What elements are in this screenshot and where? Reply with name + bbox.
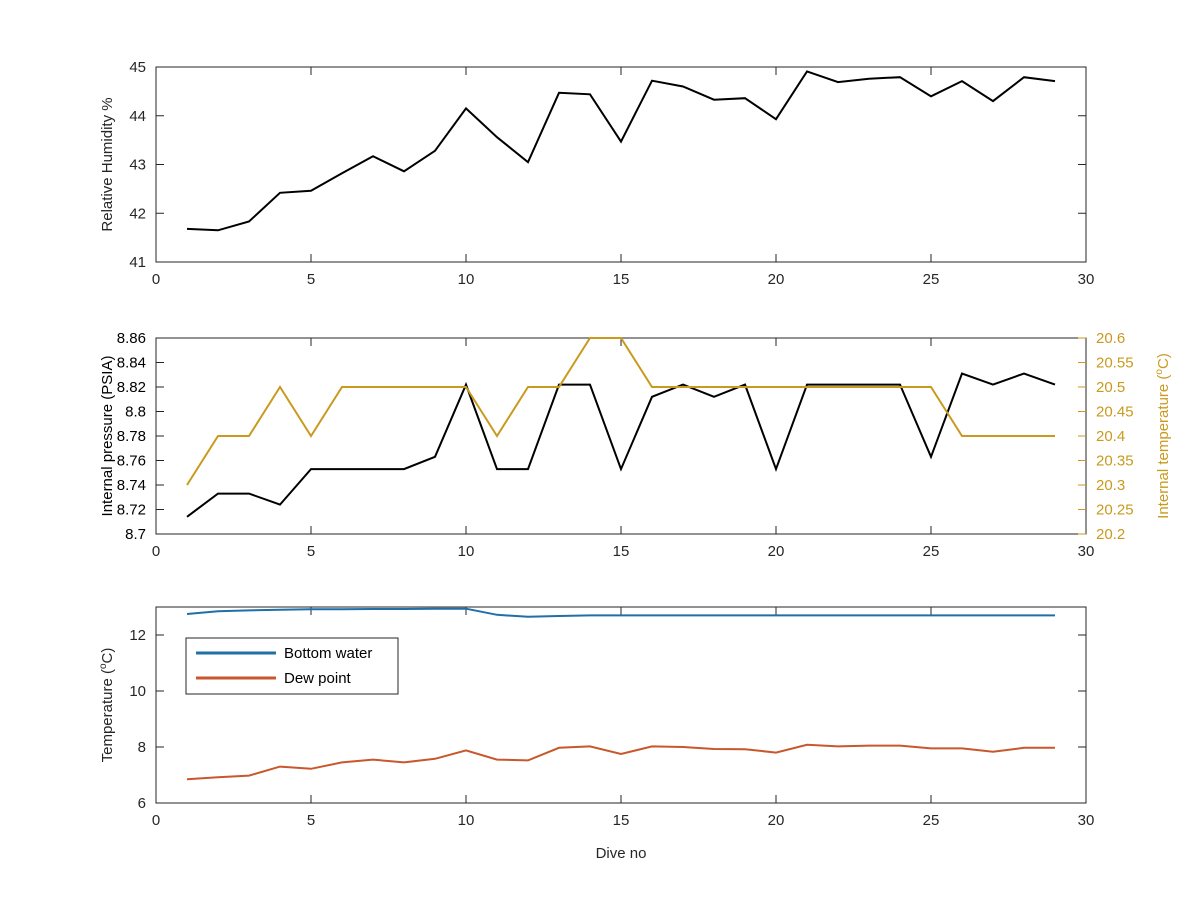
y-tick-label: 8 bbox=[138, 739, 146, 756]
y-tick-label: 8.84 bbox=[117, 355, 146, 372]
series-line-bottom-water bbox=[186, 607, 1055, 618]
y-tick-label: 8.76 bbox=[117, 453, 146, 470]
y-right-tick-label: 20.55 bbox=[1096, 355, 1134, 372]
plot-area-frame bbox=[155, 606, 1087, 804]
y-right-tick-label: 20.25 bbox=[1096, 502, 1134, 519]
subplot-1: 0 5 10 15 20 25 30 41 42 43 44 45 bbox=[129, 59, 1094, 288]
y-right-tick-label: 20.6 bbox=[1096, 330, 1125, 347]
plot-area-frame bbox=[155, 337, 1087, 535]
x-tick-label: 15 bbox=[613, 812, 630, 829]
y-axis-label: Internal pressure (PSIA) bbox=[99, 356, 116, 517]
x-tick-label: 10 bbox=[458, 271, 475, 288]
y-tick-label: 8.86 bbox=[117, 330, 146, 347]
legend-label: Dew point bbox=[284, 670, 352, 687]
x-tick-label: 15 bbox=[613, 543, 630, 560]
series-line-dew-point bbox=[186, 743, 1055, 781]
legend-label: Bottom water bbox=[284, 645, 372, 662]
x-tick-label: 10 bbox=[458, 812, 475, 829]
x-tick-label: 25 bbox=[923, 271, 940, 288]
series-line-left-0 bbox=[186, 372, 1056, 518]
x-tick-label: 30 bbox=[1078, 812, 1095, 829]
y-tick-label: 12 bbox=[129, 627, 146, 644]
legend-box bbox=[185, 637, 399, 695]
y-tick-label: 6 bbox=[138, 795, 146, 812]
x-tick-label: 5 bbox=[307, 271, 315, 288]
x-tick-label: 5 bbox=[307, 543, 315, 560]
x-tick-label: 20 bbox=[768, 812, 785, 829]
x-axis-label: Dive no bbox=[596, 845, 647, 862]
series-line-left-0 bbox=[186, 70, 1056, 232]
y-tick-label: 45 bbox=[129, 59, 146, 76]
x-tick-label: 0 bbox=[152, 543, 160, 560]
y-right-tick-label: 20.2 bbox=[1096, 526, 1125, 543]
x-tick-label: 20 bbox=[768, 271, 785, 288]
x-tick-label: 25 bbox=[923, 812, 940, 829]
y-tick-label: 42 bbox=[129, 205, 146, 222]
y-axis-label: Relative Humidity % bbox=[99, 97, 116, 231]
y-axis-label: Temperature (oC) bbox=[98, 648, 116, 763]
subplot-2: 0 5 10 15 20 25 30 8.7 8.72 8.74 8.76 8.78 8.8 8.82 8.… bbox=[117, 330, 1134, 560]
y-right-tick-label: 20.4 bbox=[1096, 428, 1125, 445]
x-tick-label: 0 bbox=[152, 271, 160, 288]
plot-area-frame bbox=[155, 66, 1087, 263]
y-tick-label: 8.74 bbox=[117, 477, 146, 494]
y-right-axis-label: Internal temperature (oC) bbox=[1154, 353, 1172, 519]
y-tick-label: 41 bbox=[129, 254, 146, 271]
y-right-tick-label: 20.5 bbox=[1096, 379, 1125, 396]
y-right-tick-label: 20.45 bbox=[1096, 404, 1134, 421]
x-tick-label: 25 bbox=[923, 543, 940, 560]
y-tick-label: 8.7 bbox=[125, 526, 146, 543]
y-tick-label: 10 bbox=[129, 683, 146, 700]
x-tick-label: 30 bbox=[1078, 543, 1095, 560]
x-tick-label: 10 bbox=[458, 543, 475, 560]
y-tick-label: 44 bbox=[129, 108, 146, 125]
y-tick-label: 8.82 bbox=[117, 379, 146, 396]
x-tick-label: 0 bbox=[152, 812, 160, 829]
y-tick-label: 8.8 bbox=[125, 404, 146, 421]
x-tick-label: 15 bbox=[613, 271, 630, 288]
x-tick-label: 30 bbox=[1078, 271, 1095, 288]
y-tick-label: 8.78 bbox=[117, 428, 146, 445]
y-right-tick-label: 20.35 bbox=[1096, 453, 1134, 470]
subplot-3: 0 5 10 15 20 25 30 6 8 10 12 Dive no Bottom water Dew… bbox=[129, 606, 1095, 862]
y-tick-label: 43 bbox=[129, 157, 146, 174]
series-line-right-1 bbox=[186, 337, 1055, 486]
y-right-tick-label: 20.3 bbox=[1096, 477, 1125, 494]
legend: Bottom water Dew point bbox=[185, 637, 399, 695]
x-tick-label: 20 bbox=[768, 543, 785, 560]
y-tick-label: 8.72 bbox=[117, 502, 146, 519]
x-tick-label: 5 bbox=[307, 812, 315, 829]
